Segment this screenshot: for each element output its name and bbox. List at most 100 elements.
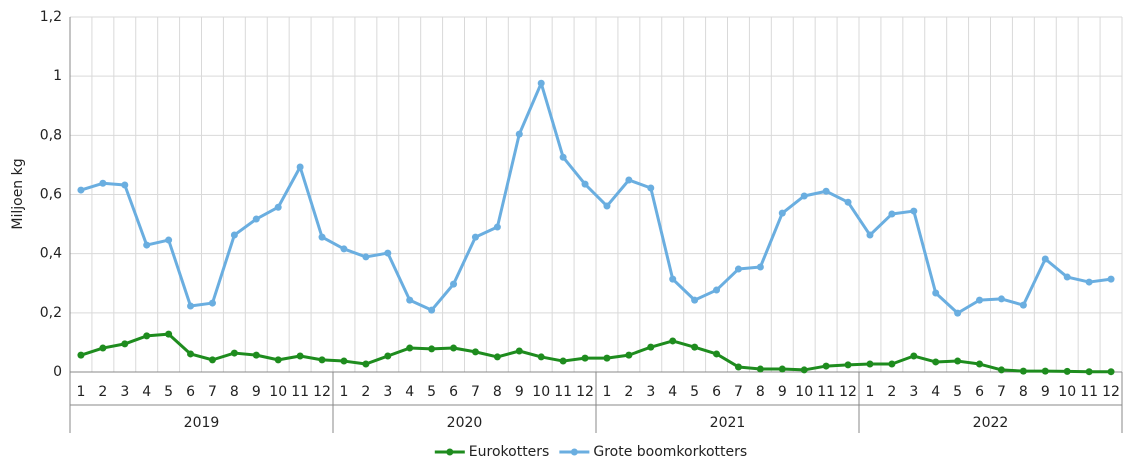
point — [450, 344, 458, 352]
point — [515, 130, 523, 138]
y-tick-label: 0,2 — [40, 305, 62, 321]
point — [778, 365, 786, 373]
point — [471, 348, 479, 356]
x-tick-label: 7 — [997, 384, 1006, 400]
year-label: 2019 — [184, 415, 220, 431]
x-tick-label: 10 — [532, 384, 550, 400]
point — [559, 357, 567, 365]
x-tick-label: 11 — [1080, 384, 1098, 400]
point — [537, 353, 545, 361]
point — [406, 344, 414, 352]
point — [1107, 368, 1115, 376]
x-tick-label: 1 — [339, 384, 348, 400]
y-axis-label: Miljoen kg — [10, 158, 26, 229]
x-tick-label: 12 — [839, 384, 857, 400]
point — [844, 361, 852, 369]
x-tick-label: 2 — [98, 384, 107, 400]
y-tick-label: 0,4 — [40, 246, 62, 262]
point — [296, 352, 304, 360]
point — [99, 344, 107, 352]
point — [537, 79, 545, 87]
y-tick-label: 0,8 — [40, 127, 62, 143]
point — [493, 353, 501, 361]
point — [976, 360, 984, 368]
point — [976, 296, 984, 304]
point — [888, 360, 896, 368]
point — [230, 349, 238, 357]
point — [493, 223, 501, 231]
x-tick-label: 2 — [624, 384, 633, 400]
x-tick-label: 12 — [1102, 384, 1120, 400]
x-tick-label: 11 — [291, 384, 309, 400]
point — [428, 306, 436, 314]
point — [888, 210, 896, 218]
point — [559, 153, 567, 161]
point — [121, 181, 129, 189]
point — [844, 198, 852, 206]
point — [581, 354, 589, 362]
x-tick-label: 7 — [208, 384, 217, 400]
legend-label: Grote boomkorkotters — [593, 444, 747, 460]
point — [800, 192, 808, 200]
point — [932, 289, 940, 297]
point — [1107, 275, 1115, 283]
point — [187, 350, 195, 358]
point — [932, 358, 940, 366]
point — [910, 352, 918, 360]
point — [143, 332, 151, 340]
point — [384, 352, 392, 360]
point — [318, 233, 326, 241]
point — [581, 180, 589, 188]
y-tick-label: 0,6 — [40, 187, 62, 203]
point — [515, 347, 523, 355]
x-tick-label: 9 — [515, 384, 524, 400]
legend-marker — [446, 448, 454, 456]
point — [647, 343, 655, 351]
x-tick-label: 5 — [953, 384, 962, 400]
year-label: 2020 — [447, 415, 483, 431]
point — [1063, 367, 1071, 375]
point — [910, 207, 918, 215]
x-tick-label: 12 — [313, 384, 331, 400]
point — [691, 296, 699, 304]
point — [669, 275, 677, 283]
x-tick-label: 4 — [668, 384, 677, 400]
x-tick-label: 8 — [230, 384, 239, 400]
point — [756, 263, 764, 271]
x-tick-label: 1 — [865, 384, 874, 400]
point — [362, 253, 370, 261]
x-tick-label: 9 — [778, 384, 787, 400]
point — [1041, 367, 1049, 375]
point — [625, 351, 633, 359]
point — [274, 356, 282, 364]
legend-marker — [570, 448, 578, 456]
x-tick-label: 1 — [602, 384, 611, 400]
point — [428, 345, 436, 353]
point — [1063, 273, 1071, 281]
x-tick-label: 6 — [712, 384, 721, 400]
y-tick-label: 0 — [53, 364, 62, 380]
x-tick-label: 10 — [1058, 384, 1076, 400]
point — [340, 357, 348, 365]
x-tick-label: 12 — [576, 384, 594, 400]
point — [1019, 301, 1027, 309]
x-tick-label: 10 — [269, 384, 287, 400]
point — [603, 354, 611, 362]
point — [208, 299, 216, 307]
point — [866, 231, 874, 239]
point — [340, 245, 348, 253]
legend-label: Eurokotters — [469, 444, 550, 460]
year-label: 2021 — [710, 415, 746, 431]
y-tick-label: 1,2 — [40, 9, 62, 25]
x-tick-label: 3 — [383, 384, 392, 400]
x-tick-label: 4 — [931, 384, 940, 400]
x-tick-label: 1 — [76, 384, 85, 400]
point — [822, 362, 830, 370]
x-tick-label: 9 — [1041, 384, 1050, 400]
x-tick-label: 7 — [471, 384, 480, 400]
x-tick-label: 7 — [734, 384, 743, 400]
x-tick-label: 8 — [756, 384, 765, 400]
point — [713, 350, 721, 358]
point — [77, 186, 85, 194]
